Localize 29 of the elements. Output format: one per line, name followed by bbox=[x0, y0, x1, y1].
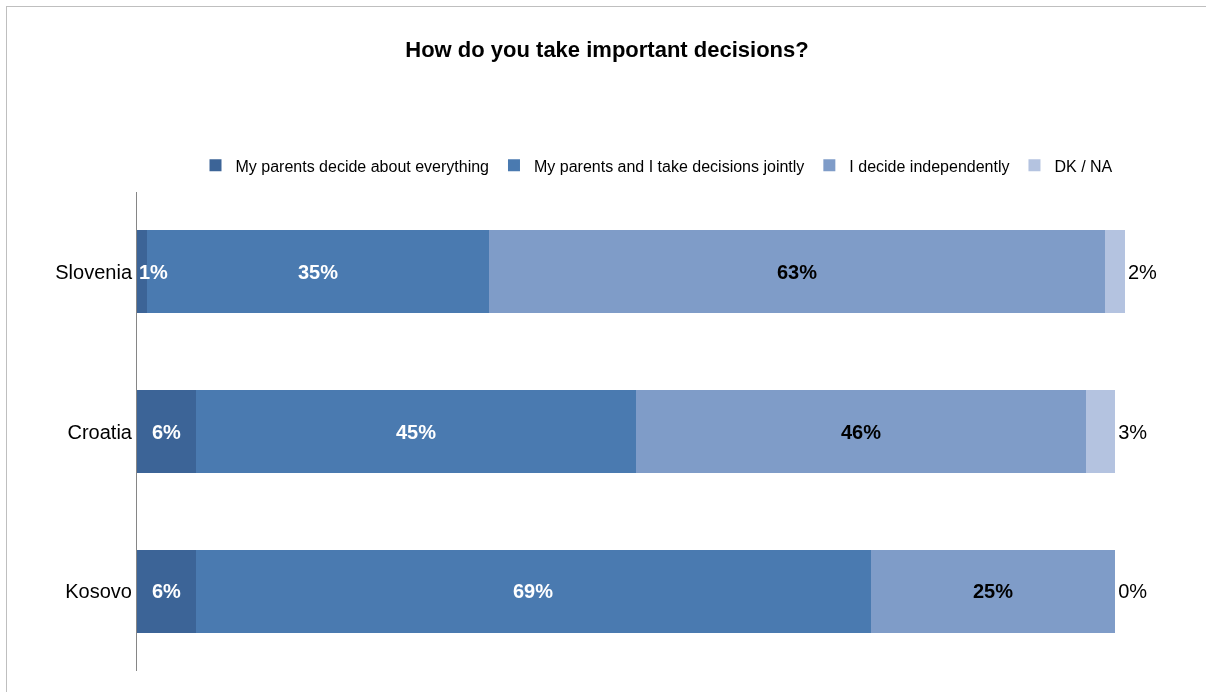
bar bbox=[195, 549, 871, 633]
data-label: 46% bbox=[841, 421, 882, 443]
data-label: 45% bbox=[396, 421, 437, 443]
bar bbox=[137, 389, 196, 474]
y-tick-label: Croatia bbox=[67, 420, 133, 443]
chart-title: How do you take important decisions? bbox=[405, 36, 809, 62]
y-tick-label: Kosovo bbox=[65, 580, 132, 603]
bar bbox=[1105, 230, 1125, 314]
legend-label: My parents decide about everything bbox=[235, 157, 489, 175]
data-label: 63% bbox=[777, 261, 818, 283]
data-label: 35% bbox=[298, 261, 339, 283]
data-label: 1% bbox=[139, 261, 169, 283]
data-label: 6% bbox=[152, 580, 182, 602]
legend-label: I decide independently bbox=[849, 157, 1010, 175]
legend-label: DK / NA bbox=[1054, 157, 1113, 175]
bar bbox=[489, 230, 1106, 314]
data-label: 25% bbox=[973, 580, 1014, 602]
data-label: 2% bbox=[1128, 260, 1158, 283]
data-label: 69% bbox=[513, 580, 554, 602]
bar bbox=[1085, 389, 1116, 474]
bar bbox=[195, 389, 636, 474]
data-label: 0% bbox=[1118, 580, 1148, 603]
data-label: 3% bbox=[1118, 420, 1148, 443]
bar bbox=[137, 549, 196, 633]
bar bbox=[635, 389, 1086, 474]
bar bbox=[870, 549, 1116, 633]
y-tick-label: Slovenia bbox=[55, 260, 133, 283]
legend-label: My parents and I take decisions jointly bbox=[533, 157, 805, 175]
data-label: 6% bbox=[152, 421, 182, 443]
